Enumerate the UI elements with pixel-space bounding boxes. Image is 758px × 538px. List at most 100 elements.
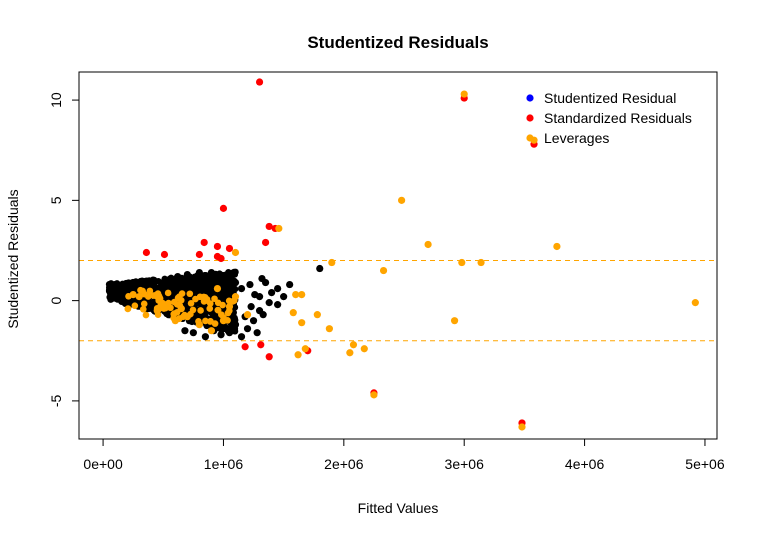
data-point [237, 333, 246, 341]
data-point [398, 196, 406, 204]
data-point [231, 285, 239, 293]
data-point [146, 287, 154, 295]
data-point [280, 293, 288, 301]
data-point [206, 318, 214, 325]
data-point [246, 280, 254, 289]
data-point [217, 254, 225, 263]
data-point [178, 290, 186, 297]
data-point [170, 298, 178, 306]
x-tick-label: 3e+06 [445, 456, 485, 472]
data-point [257, 341, 265, 349]
data-point [219, 272, 228, 281]
y-tick-label: 0 [48, 297, 64, 305]
data-point [450, 317, 459, 325]
data-point [171, 317, 179, 325]
x-tick-label: 0e+00 [83, 456, 123, 472]
data-point [186, 290, 194, 298]
data-point [137, 286, 144, 294]
x-axis: 0e+00 1e+06 2e+06 3e+06 4e+06 5e+06 [83, 439, 725, 472]
data-point [370, 391, 378, 399]
data-point [219, 301, 226, 309]
data-point [237, 284, 246, 293]
data-point [349, 341, 358, 349]
data-point [268, 289, 276, 297]
y-axis: -5 0 5 10 [48, 92, 79, 407]
data-point [206, 300, 214, 307]
data-point [117, 296, 124, 303]
data-point [183, 270, 191, 279]
data-point [243, 311, 252, 319]
legend-marker [526, 134, 534, 142]
data-point [289, 309, 297, 317]
data-point [553, 242, 561, 251]
data-point [129, 291, 137, 299]
data-point [207, 268, 216, 277]
data-point [258, 274, 266, 283]
data-point [691, 299, 699, 307]
data-point [424, 240, 432, 249]
data-point [187, 300, 195, 307]
legend-label: Leverages [544, 130, 609, 146]
data-point [198, 283, 206, 290]
data-point [294, 351, 302, 359]
data-point [213, 242, 222, 251]
data-point [219, 204, 228, 212]
data-point [119, 284, 127, 292]
data-point [460, 90, 468, 98]
data-point [259, 311, 267, 319]
data-point [477, 258, 485, 267]
data-point [301, 345, 309, 353]
data-point [458, 258, 466, 267]
data-point [255, 78, 264, 86]
data-point [225, 303, 234, 311]
data-point [197, 307, 204, 314]
data-point [328, 258, 336, 267]
data-point [195, 321, 203, 329]
data-point [360, 345, 368, 353]
data-point [188, 318, 196, 326]
data-point [128, 284, 136, 291]
data-point [183, 313, 191, 321]
data-point [261, 238, 270, 247]
data-point [163, 282, 171, 290]
data-point [207, 327, 216, 335]
data-point [181, 327, 189, 335]
data-point [153, 307, 161, 315]
data-point [265, 222, 273, 231]
x-tick-label: 2e+06 [324, 456, 364, 472]
data-point [124, 305, 132, 312]
data-point [139, 305, 147, 313]
data-point [243, 325, 252, 333]
data-point [298, 319, 306, 327]
data-point [159, 303, 167, 311]
data-point [225, 244, 234, 253]
data-point [195, 312, 203, 319]
data-point [265, 353, 273, 361]
data-point [253, 329, 261, 337]
data-point [231, 278, 240, 287]
data-point [286, 280, 294, 289]
data-point [316, 264, 324, 273]
data-point [231, 248, 240, 257]
data-point [231, 321, 240, 329]
data-point [150, 280, 158, 288]
data-point [200, 293, 208, 301]
x-tick-label: 4e+06 [565, 456, 605, 472]
data-point [143, 277, 151, 285]
legend: Studentized Residual Standardized Residua… [526, 90, 692, 146]
data-point [131, 302, 139, 310]
data-point [174, 272, 182, 281]
data-point [194, 274, 202, 282]
data-point [274, 284, 282, 293]
reference-lines [79, 260, 717, 342]
data-point [313, 311, 321, 319]
data-point [241, 343, 249, 351]
data-point [379, 266, 388, 275]
data-point [325, 325, 333, 333]
data-point [105, 286, 113, 293]
x-axis-label: Fitted Values [358, 500, 439, 516]
data-point [142, 311, 150, 319]
data-point [192, 295, 199, 303]
legend-marker [526, 94, 534, 102]
data-point [202, 317, 209, 325]
